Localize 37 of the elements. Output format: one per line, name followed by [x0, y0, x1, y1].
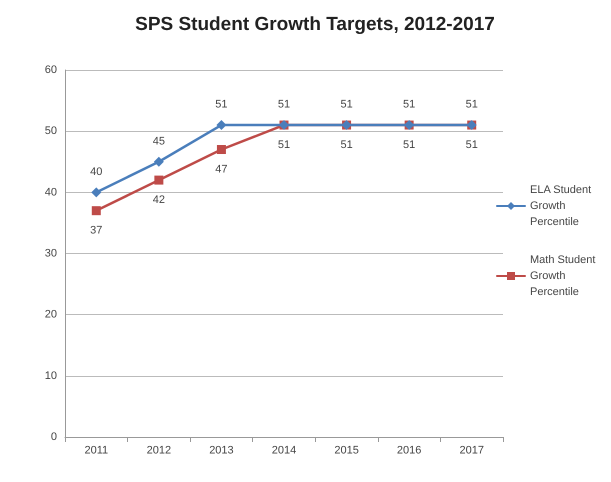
point: [92, 206, 101, 216]
data-label: 51: [466, 139, 478, 152]
x-tick-label: 2015: [334, 444, 359, 456]
data-label: 37: [90, 224, 102, 237]
chart-title: SPS Student Growth Targets, 2012-2017: [135, 14, 495, 35]
y-tick-label: 10: [44, 370, 57, 382]
legend-label: Math Student Growth Percentile: [530, 254, 598, 298]
y-tick-label: 40: [44, 186, 57, 198]
y-tick-label: 60: [44, 64, 57, 76]
y-tick-label: 20: [44, 308, 57, 321]
x-tick-label: 2017: [459, 444, 484, 456]
data-label: 51: [466, 98, 478, 111]
point: [154, 156, 164, 167]
data-label: 45: [152, 135, 165, 148]
point: [91, 187, 102, 198]
point: [216, 145, 226, 154]
y-tick-label: 0: [50, 431, 57, 443]
legend-label: ELA Student Growth Percentile: [530, 184, 594, 228]
x-tick-label: 2016: [396, 444, 422, 456]
data-label: 40: [90, 166, 102, 178]
data-label: 42: [152, 194, 165, 206]
x-tick-label: 2011: [84, 444, 108, 456]
x-tick-label: 2013: [209, 444, 234, 456]
data-label: 47: [215, 164, 228, 176]
data-label: 51: [403, 98, 416, 111]
data-label: 51: [403, 139, 416, 152]
data-label: 51: [215, 98, 228, 111]
x-tick-label: 2012: [146, 444, 172, 456]
point: [154, 176, 164, 185]
data-label: 51: [278, 98, 290, 111]
point: [216, 120, 226, 130]
y-tick-label: 50: [44, 125, 57, 138]
data-label: 51: [278, 139, 290, 152]
data-label: 51: [340, 139, 353, 152]
data-label: 51: [340, 98, 353, 111]
y-tick-label: 30: [44, 248, 57, 260]
x-tick-label: 2014: [272, 444, 296, 456]
